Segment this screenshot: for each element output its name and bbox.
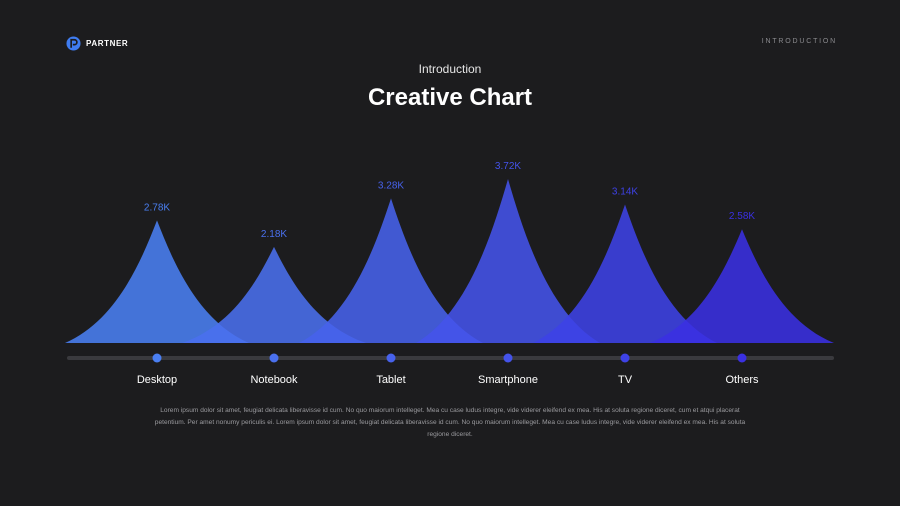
value-label: 3.28K [378,180,404,191]
axis-marker [269,353,279,363]
peak-others [650,229,834,343]
section-label: INTRODUCTION [761,38,837,45]
axis-marker [152,353,162,363]
axis-track [67,356,834,360]
axis-marker [386,353,396,363]
value-label: 2.58K [729,211,755,222]
brand-name: PARTNER [86,39,129,48]
slide-subtitle: Introduction [418,62,482,76]
peak-tv [533,204,717,343]
peak-tablet [299,198,483,343]
value-label: 2.78K [144,202,170,213]
category-label: Smartphone [478,374,538,386]
brand-logo: PARTNER [66,36,128,51]
category-label: Desktop [137,374,177,386]
axis-marker [503,353,513,363]
value-label: 3.14K [612,187,638,198]
axis-marker [737,353,747,363]
value-label: 3.72K [495,161,521,172]
peak-smartphone [416,178,600,343]
axis-marker [620,353,630,363]
category-label: Tablet [376,374,405,386]
slide-title: Creative Chart [367,84,533,111]
description-text: Lorem ipsum dolor sit amet, feugiat deli… [154,407,746,438]
category-label: Notebook [250,374,298,386]
peak-desktop [65,220,249,343]
partner-logo-icon [66,36,81,51]
category-label: Others [725,374,759,386]
peak-notebook [182,246,366,343]
peaks-group [65,178,834,343]
category-label: TV [618,374,633,386]
value-label: 2.18K [261,229,287,240]
